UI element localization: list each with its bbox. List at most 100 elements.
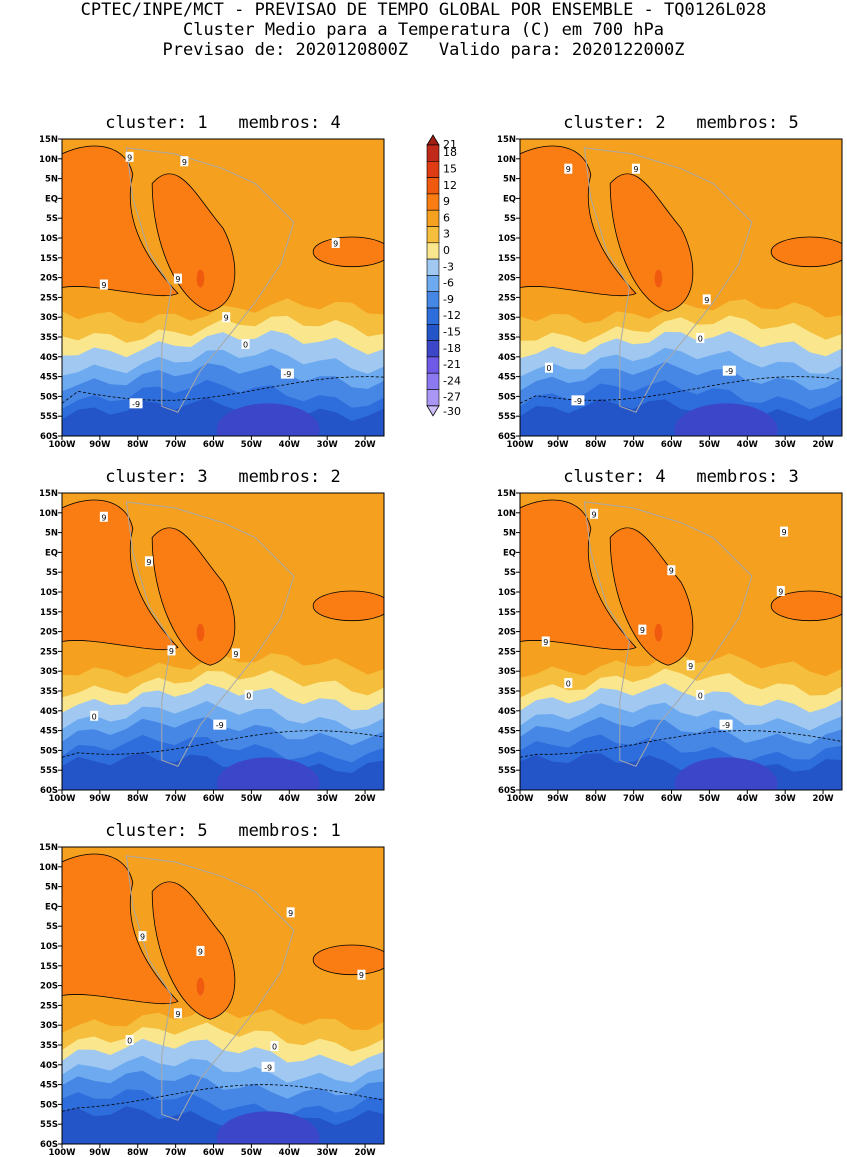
contour-label-bg [780,526,789,537]
lat-tick-label: 15S [498,608,516,618]
lat-tick-label: 5N [45,529,58,539]
map-frame [519,492,843,791]
contour-label: -9 [132,400,140,409]
colorbar-swatch [426,356,440,374]
lat-tick-label: 10S [40,942,58,952]
lon-tick-label: 40W [737,794,759,804]
contour-label-bg [125,1035,134,1046]
contour-label: -9 [216,721,224,730]
lat-tick-label: 5S [504,214,516,224]
contour-label-bg [167,645,176,656]
temperature-field [62,847,384,1144]
contour-label-bg [719,719,733,730]
contour-label: 9 [640,626,645,635]
lat-tick-label: 60S [40,432,58,442]
header-line-1: CPTEC/INPE/MCT - PREVISAO DE TEMPO GLOBA… [80,0,767,20]
contour-label-bg [173,1008,182,1019]
lat-tick-label: 55S [40,766,58,776]
lat-tick-label: 50S [498,392,516,402]
lat-tick-label: 50S [40,1100,58,1110]
lon-tick-label: 30W [775,794,797,804]
panel-title-1: cluster: 1 membros: 4 [105,113,341,133]
contour-label-bg [638,624,647,635]
contour-label: 9 [288,909,293,918]
lat-tick-label: 30S [40,313,58,323]
panel-title-4: cluster: 4 membros: 3 [563,467,799,487]
contour-label-bg [261,1061,275,1072]
contour-label: 9 [198,947,203,956]
contour-label: 9 [146,558,151,567]
lat-tick-label: 35S [40,687,58,697]
panel-title-5: cluster: 5 membros: 1 [105,821,341,841]
map-panel-1: 9 9 9 9 9 9 0 -9 -9 15N 10N 5N EQ 5S 10S 15S 20S 25S 30S 35… [39,135,385,450]
lat-tick-label: 20S [40,628,58,638]
lat-tick-label: 30S [498,667,516,677]
contour-label: 9 [566,165,571,174]
contour-label: 9 [633,165,638,174]
lon-tick-label: 20W [354,1148,376,1157]
contour-label: -9 [725,367,733,376]
colorbar-swatch [426,291,440,309]
lat-tick-label: 5N [503,175,516,185]
lon-tick-label: 60W [203,440,225,450]
colorbar-label: -27 [443,391,461,404]
lon-tick-label: 100W [48,794,76,804]
lat-tick-label: 45S [40,727,58,737]
contour-label-bg [331,237,340,248]
colorbar-label: 6 [443,211,450,224]
contour-label-bg [173,273,182,284]
lon-tick-label: 70W [165,1148,187,1157]
lat-tick-label: 45S [498,727,516,737]
colorbar-swatch [426,258,440,276]
lat-tick-label: 50S [40,392,58,402]
contour-label: -9 [264,1063,272,1072]
contour-label: 0 [698,334,703,343]
lat-tick-label: 45S [40,373,58,383]
lon-tick-label: 40W [279,794,301,804]
contour-label-bg [99,279,108,290]
contour-label-bg [280,368,294,379]
colorbar-label: -24 [443,374,461,387]
contour-label: 9 [688,662,693,671]
contour-label: 0 [243,340,248,349]
contour-label-bg [286,907,295,918]
colorbar-swatch [426,209,440,227]
lat-tick-label: 10N [497,155,516,165]
lon-tick-label: 60W [203,1148,225,1157]
colorbar-bottom-arrow [426,405,440,417]
lon-tick-label: 30W [317,1148,339,1157]
lon-tick-label: 90W [547,794,569,804]
contour-label-bg [702,294,711,305]
colorbar-swatch [426,340,440,358]
contour-label: 0 [92,712,97,721]
contour-label-bg [571,395,585,406]
contour-label: 0 [698,691,703,700]
colorbar-label: 12 [443,179,457,192]
lon-tick-label: 70W [165,794,187,804]
map-panel-3: 9 9 9 9 0 0 -9 15N 10N 5N EQ 5S 10S 15S 20S 25S 30S 35S 40… [39,489,385,804]
contour-label: 9 [127,153,132,162]
lon-tick-label: 70W [623,794,645,804]
lat-tick-label: 40S [498,707,516,717]
colorbar-label: -12 [443,309,461,322]
contour-label: 9 [101,281,106,290]
lat-tick-label: 55S [498,766,516,776]
colorbar-label: 15 [443,162,457,175]
contour-label-bg [696,332,705,343]
lon-tick-label: 100W [506,440,534,450]
map-frame [61,492,385,791]
lat-tick-label: 25S [498,647,516,657]
lon-tick-label: 100W [48,440,76,450]
lat-tick-label: 35S [498,687,516,697]
contour-label-bg [270,1040,279,1051]
contour-label-bg [590,508,599,519]
colorbar-swatch [426,177,440,195]
contour-label-bg [541,636,550,647]
lon-tick-label: 90W [547,440,569,450]
contour-label: 9 [359,971,364,980]
contour-label-bg [129,398,143,409]
lat-tick-label: EQ [503,548,516,558]
lon-tick-label: 60W [661,440,683,450]
